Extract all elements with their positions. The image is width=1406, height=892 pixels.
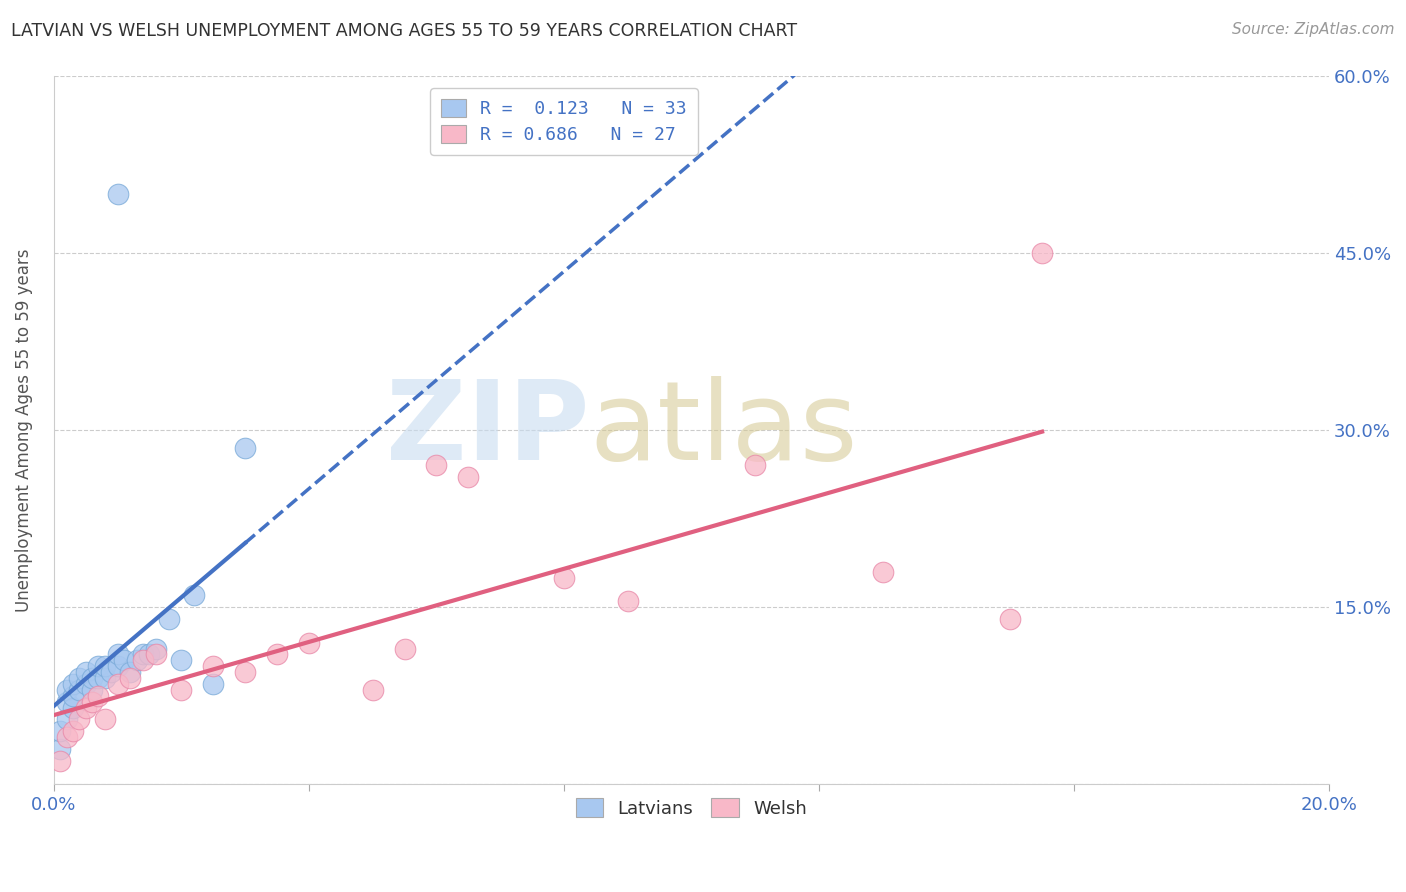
Point — [87, 689, 110, 703]
Point — [80, 671, 103, 685]
Point — [107, 186, 129, 201]
Point — [75, 665, 97, 680]
Point — [55, 695, 77, 709]
Point — [233, 441, 256, 455]
Point — [1031, 245, 1053, 260]
Point — [744, 458, 766, 473]
Text: atlas: atlas — [589, 376, 858, 483]
Point — [87, 659, 110, 673]
Point — [62, 689, 84, 703]
Point — [55, 713, 77, 727]
Point — [87, 671, 110, 685]
Text: LATVIAN VS WELSH UNEMPLOYMENT AMONG AGES 55 TO 59 YEARS CORRELATION CHART: LATVIAN VS WELSH UNEMPLOYMENT AMONG AGES… — [11, 22, 797, 40]
Point — [67, 713, 90, 727]
Y-axis label: Unemployment Among Ages 55 to 59 years: Unemployment Among Ages 55 to 59 years — [15, 248, 32, 612]
Point — [67, 671, 90, 685]
Point — [49, 724, 72, 739]
Point — [49, 742, 72, 756]
Point — [233, 665, 256, 680]
Point — [55, 730, 77, 744]
Point — [157, 612, 180, 626]
Point — [80, 695, 103, 709]
Point — [394, 641, 416, 656]
Point — [107, 659, 129, 673]
Point — [553, 571, 575, 585]
Point — [100, 665, 122, 680]
Point — [361, 682, 384, 697]
Point — [94, 671, 117, 685]
Point — [125, 653, 148, 667]
Point — [1000, 612, 1022, 626]
Point — [132, 648, 155, 662]
Point — [132, 653, 155, 667]
Point — [62, 700, 84, 714]
Point — [457, 470, 479, 484]
Point — [67, 682, 90, 697]
Point — [170, 682, 193, 697]
Point — [62, 724, 84, 739]
Point — [75, 700, 97, 714]
Point — [266, 648, 288, 662]
Point — [183, 588, 205, 602]
Point — [107, 677, 129, 691]
Point — [94, 713, 117, 727]
Point — [49, 754, 72, 768]
Point — [94, 659, 117, 673]
Text: ZIP: ZIP — [387, 376, 589, 483]
Point — [120, 665, 142, 680]
Point — [872, 565, 894, 579]
Point — [75, 677, 97, 691]
Point — [170, 653, 193, 667]
Point — [145, 648, 167, 662]
Point — [62, 677, 84, 691]
Point — [298, 635, 321, 649]
Point — [202, 677, 225, 691]
Point — [425, 458, 447, 473]
Point — [138, 648, 160, 662]
Point — [616, 594, 638, 608]
Text: Source: ZipAtlas.com: Source: ZipAtlas.com — [1232, 22, 1395, 37]
Point — [112, 653, 135, 667]
Point — [107, 648, 129, 662]
Point — [120, 671, 142, 685]
Point — [145, 641, 167, 656]
Point — [80, 682, 103, 697]
Point — [202, 659, 225, 673]
Point — [55, 682, 77, 697]
Legend: Latvians, Welsh: Latvians, Welsh — [569, 791, 814, 825]
